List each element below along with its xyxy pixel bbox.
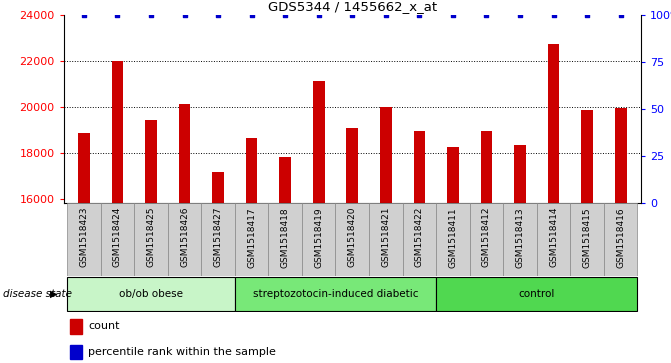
Point (615, 12, 626, 17)
Text: GSM1518427: GSM1518427 (213, 207, 223, 268)
Bar (380, 107, 392, 363)
Point (448, 12, 458, 17)
Bar (581, 110, 593, 363)
Bar (336, 203, 369, 276)
Text: GSM1518424: GSM1518424 (113, 207, 122, 267)
Bar (313, 81, 325, 363)
Bar (178, 104, 191, 363)
Point (179, 12, 190, 17)
Bar (134, 203, 168, 276)
Text: control: control (519, 289, 555, 299)
Bar (470, 203, 503, 276)
Text: ▶: ▶ (50, 289, 57, 299)
Point (112, 12, 123, 17)
Point (79, 12, 89, 17)
Bar (212, 172, 224, 363)
Text: GSM1518422: GSM1518422 (415, 207, 424, 267)
Point (548, 12, 559, 17)
Bar (436, 277, 637, 311)
Bar (514, 144, 526, 363)
Bar (111, 61, 123, 363)
Point (246, 12, 257, 17)
Bar (70, 345, 83, 359)
Text: GSM1518415: GSM1518415 (582, 207, 592, 268)
Point (146, 12, 156, 17)
Text: GSM1518421: GSM1518421 (381, 207, 391, 268)
Bar (413, 131, 425, 363)
Bar (480, 131, 493, 363)
Bar (168, 203, 201, 276)
Bar (67, 277, 235, 311)
Point (515, 12, 525, 17)
Title: GDS5344 / 1455662_x_at: GDS5344 / 1455662_x_at (268, 0, 437, 13)
Point (347, 12, 358, 17)
Text: ob/ob obese: ob/ob obese (119, 289, 183, 299)
Text: GSM1518417: GSM1518417 (247, 207, 256, 268)
Bar (615, 108, 627, 363)
Bar (537, 203, 570, 276)
Bar (403, 203, 436, 276)
Bar (235, 203, 268, 276)
Point (481, 12, 492, 17)
Bar (369, 203, 403, 276)
Bar (548, 44, 560, 363)
Text: GSM1518412: GSM1518412 (482, 207, 491, 268)
Bar (201, 203, 235, 276)
Bar (145, 121, 157, 363)
Point (313, 12, 324, 17)
Bar (346, 129, 358, 363)
Bar (570, 203, 604, 276)
Bar (78, 133, 90, 363)
Text: GSM1518418: GSM1518418 (280, 207, 290, 268)
Point (582, 12, 592, 17)
Bar (268, 203, 302, 276)
Bar (67, 203, 101, 276)
Text: disease state: disease state (3, 289, 72, 299)
Bar (302, 203, 336, 276)
Bar (70, 319, 83, 334)
Bar (279, 157, 291, 363)
Point (280, 12, 291, 17)
Bar (235, 277, 436, 311)
Text: GSM1518411: GSM1518411 (448, 207, 458, 268)
Text: count: count (88, 321, 119, 331)
Text: percentile rank within the sample: percentile rank within the sample (88, 347, 276, 357)
Text: GSM1518419: GSM1518419 (314, 207, 323, 268)
Bar (503, 203, 537, 276)
Text: streptozotocin-induced diabetic: streptozotocin-induced diabetic (253, 289, 418, 299)
Text: GSM1518413: GSM1518413 (515, 207, 525, 268)
Point (213, 12, 223, 17)
Bar (101, 203, 134, 276)
Bar (246, 138, 258, 363)
Text: GSM1518414: GSM1518414 (549, 207, 558, 268)
Text: GSM1518423: GSM1518423 (79, 207, 89, 268)
Text: GSM1518416: GSM1518416 (616, 207, 625, 268)
Point (380, 12, 391, 17)
Point (414, 12, 425, 17)
Text: GSM1518420: GSM1518420 (348, 207, 357, 268)
Text: GSM1518425: GSM1518425 (146, 207, 156, 268)
Bar (604, 203, 637, 276)
Bar (436, 203, 470, 276)
Text: GSM1518426: GSM1518426 (180, 207, 189, 268)
Bar (447, 147, 459, 363)
